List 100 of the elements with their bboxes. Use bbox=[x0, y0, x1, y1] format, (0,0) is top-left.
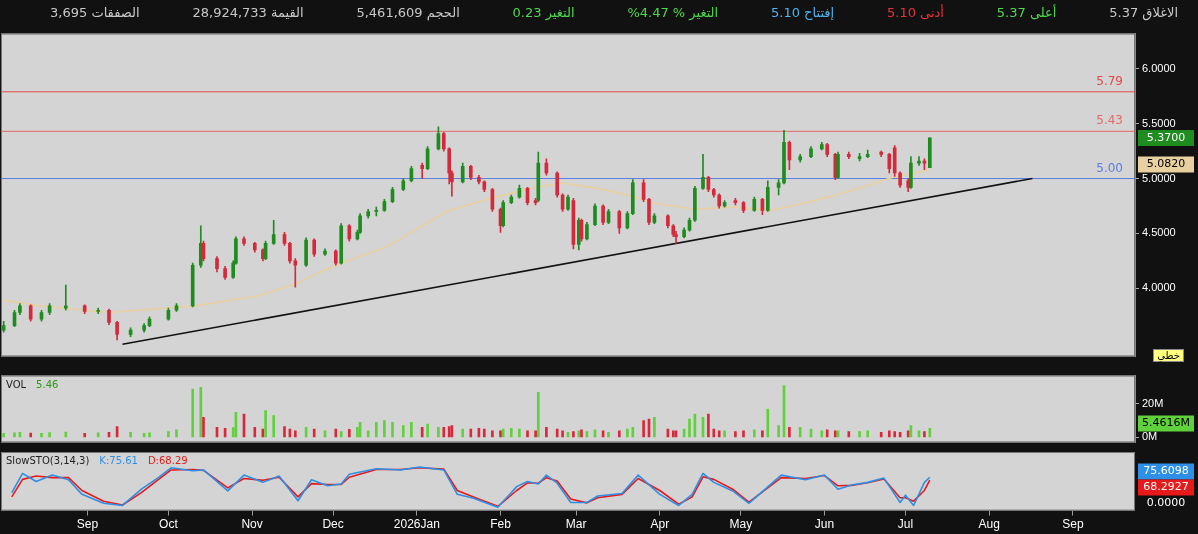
bar bbox=[426, 423, 429, 438]
bar bbox=[866, 430, 870, 438]
text: خطي bbox=[1153, 349, 1184, 362]
x-tick-label: Sep bbox=[1062, 517, 1084, 532]
bar bbox=[798, 427, 802, 438]
x-tick-label: Jun bbox=[814, 517, 835, 532]
bar bbox=[410, 422, 413, 438]
bar bbox=[202, 417, 205, 438]
y-tick-label: 5.0000 bbox=[1142, 171, 1176, 184]
bar bbox=[617, 430, 621, 438]
y-tick-label: 4.0000 bbox=[1142, 281, 1176, 294]
bar bbox=[536, 391, 540, 438]
bar bbox=[167, 431, 170, 438]
text: أعلى 5.37 bbox=[996, 4, 1057, 20]
y-tick-label: 5.5000 bbox=[1142, 116, 1176, 129]
ref-line-label: 5.43 bbox=[1096, 113, 1123, 128]
bar bbox=[545, 427, 548, 438]
bar bbox=[642, 420, 645, 438]
bar bbox=[742, 430, 745, 438]
candlestick bbox=[927, 137, 932, 168]
bar bbox=[766, 408, 770, 438]
bar bbox=[561, 430, 564, 438]
bar bbox=[928, 427, 932, 438]
bar bbox=[264, 410, 267, 438]
x-tick-label: Mar bbox=[565, 517, 587, 532]
bar bbox=[887, 430, 891, 438]
bar bbox=[391, 422, 394, 438]
bar bbox=[607, 432, 610, 438]
bar bbox=[469, 428, 473, 438]
text: 75.6098 bbox=[1143, 464, 1189, 478]
x-tick-label: Feb bbox=[490, 517, 512, 532]
bar bbox=[96, 432, 100, 438]
bar bbox=[437, 427, 440, 438]
y-tick-label: 20M bbox=[1142, 397, 1164, 410]
ref-line-label: 5.79 bbox=[1096, 73, 1123, 88]
bar bbox=[518, 428, 521, 438]
text: أدنى 5.10 bbox=[887, 4, 944, 20]
x-tick-label: Dec bbox=[322, 517, 344, 532]
text: 68.2927 bbox=[1143, 480, 1189, 494]
bar bbox=[175, 429, 178, 438]
bar bbox=[509, 427, 513, 438]
text: 0.0000 bbox=[1146, 496, 1186, 510]
x-tick-label: Jul bbox=[897, 517, 914, 532]
bar bbox=[526, 430, 529, 438]
bar bbox=[293, 430, 297, 438]
bar bbox=[717, 430, 721, 438]
x-tick-label: Apr bbox=[650, 517, 670, 532]
bar bbox=[688, 418, 691, 438]
bar bbox=[653, 417, 656, 438]
bar bbox=[858, 431, 861, 438]
bar bbox=[339, 431, 343, 438]
chart-title: VOL bbox=[6, 378, 27, 390]
bar bbox=[191, 388, 195, 438]
bar bbox=[83, 432, 87, 438]
bar bbox=[366, 430, 370, 438]
text: 5.4616M bbox=[1142, 416, 1190, 430]
ref-line-label: 5.00 bbox=[1096, 160, 1123, 175]
bar bbox=[401, 425, 405, 438]
bar bbox=[129, 432, 132, 438]
bar bbox=[442, 427, 446, 438]
bar bbox=[825, 429, 829, 438]
text: التغير 0.23 bbox=[512, 4, 575, 20]
bar bbox=[893, 431, 897, 438]
bar bbox=[555, 428, 559, 438]
text: القيمة 28,924,733 bbox=[192, 4, 304, 20]
bar bbox=[13, 432, 16, 438]
bar bbox=[40, 433, 43, 438]
bar bbox=[626, 428, 629, 438]
bar bbox=[820, 430, 824, 438]
x-tick-label: Nov bbox=[241, 517, 263, 532]
bar bbox=[752, 429, 756, 438]
y-tick-label: 0M bbox=[1142, 430, 1158, 443]
text: الاغلاق 5.37 bbox=[1109, 4, 1178, 20]
annotation: 5.46 bbox=[36, 378, 59, 390]
bar bbox=[534, 430, 537, 438]
bar bbox=[64, 431, 68, 438]
text: 5.0820 bbox=[1146, 157, 1186, 171]
bar bbox=[383, 420, 386, 438]
text: التغير % 4.47% bbox=[627, 4, 719, 20]
bar bbox=[347, 429, 351, 438]
bar bbox=[420, 427, 424, 438]
bar bbox=[29, 432, 33, 438]
bar bbox=[272, 415, 276, 438]
bar bbox=[374, 422, 378, 438]
x-tick-label: Oct bbox=[159, 517, 179, 532]
bar bbox=[712, 428, 716, 438]
bar bbox=[253, 427, 257, 438]
series-label: D:68.29 bbox=[147, 455, 188, 466]
bar bbox=[148, 432, 151, 438]
bar bbox=[761, 430, 764, 438]
x-tick-label: 2026Jan bbox=[393, 517, 440, 532]
bar bbox=[923, 431, 926, 438]
bar bbox=[734, 431, 737, 438]
bar bbox=[2, 432, 6, 438]
bar bbox=[334, 428, 338, 438]
text: K:75.61 bbox=[99, 455, 138, 466]
x-tick-label: Aug bbox=[978, 517, 1000, 532]
bar bbox=[491, 430, 494, 438]
bar bbox=[906, 430, 910, 438]
bar bbox=[777, 425, 780, 438]
